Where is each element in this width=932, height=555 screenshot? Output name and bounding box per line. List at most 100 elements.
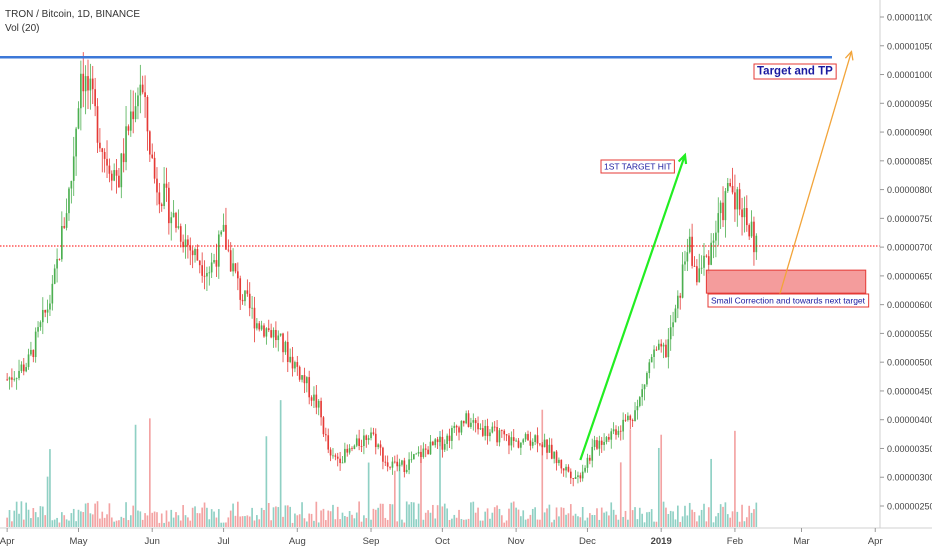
volume-bar: [627, 519, 629, 527]
candle-body: [465, 413, 467, 424]
price-tick-label: 0.00000250: [887, 502, 932, 512]
volume-bar: [75, 521, 77, 527]
volume-bar: [374, 509, 377, 527]
volume-bar: [22, 519, 25, 527]
volume-bar: [646, 512, 648, 527]
volume-bar: [745, 517, 748, 527]
candle-body: [417, 451, 420, 454]
volume-bar: [591, 514, 594, 527]
candle-body: [91, 78, 94, 90]
volume-bar: [298, 514, 301, 527]
candle-body: [353, 445, 356, 450]
volume-bar: [208, 519, 211, 527]
time-tick-label: Feb: [727, 536, 743, 547]
volume-bar: [91, 514, 94, 527]
volume-bar: [691, 509, 693, 527]
volume-bar: [413, 502, 415, 527]
volume-bar: [612, 509, 615, 527]
candle-body: [196, 249, 199, 261]
candle-body: [405, 469, 408, 473]
volume-bar: [63, 515, 66, 527]
candle-body: [227, 249, 230, 251]
candle-body: [58, 259, 61, 260]
candle-body: [462, 420, 465, 424]
volume-bar: [617, 519, 620, 527]
candle-body: [11, 377, 13, 380]
candle-body: [118, 175, 120, 188]
volume-bar: [581, 507, 584, 527]
volume-bar: [624, 510, 627, 527]
candle-body: [141, 84, 144, 93]
time-tick-label: Nov: [508, 536, 525, 547]
volume-bar: [546, 508, 548, 527]
volume-bar: [101, 511, 104, 527]
candle-body: [182, 241, 184, 248]
volume-bar: [158, 522, 161, 527]
time-tick-label: Sep: [363, 536, 380, 547]
candle-body: [18, 370, 20, 379]
volume-bar: [210, 509, 213, 527]
candle-body: [589, 457, 591, 461]
candle-body: [700, 267, 703, 269]
volume-bar: [20, 501, 23, 527]
candle-body: [501, 430, 503, 432]
volume-bar: [70, 513, 73, 527]
candle-body: [598, 440, 601, 449]
candle-body: [377, 444, 379, 448]
volume-bar: [703, 503, 705, 527]
candle-body: [596, 440, 598, 449]
candle-body: [303, 375, 306, 384]
volume-bar: [25, 502, 27, 527]
volume-bar: [217, 509, 220, 527]
candle-body: [365, 435, 368, 440]
volume-bar: [382, 503, 384, 527]
volume-bar: [303, 518, 306, 527]
volume-bar: [234, 515, 237, 527]
volume-bar: [470, 502, 472, 527]
volume-bar: [286, 505, 289, 527]
volume-bar: [667, 513, 670, 527]
volume-bar: [491, 512, 494, 527]
volume-bar: [634, 507, 636, 527]
volume-bar: [184, 515, 187, 527]
candle-body: [265, 328, 268, 337]
price-tick-label: 0.00000300: [887, 473, 932, 483]
volume-bar: [465, 519, 467, 527]
volume-bar: [317, 522, 320, 527]
volume-bar: [717, 512, 720, 527]
volume-bar: [44, 515, 47, 527]
candle-body: [451, 428, 453, 441]
candle-body: [351, 448, 353, 450]
candle-body: [44, 309, 47, 313]
volume-bar: [455, 517, 458, 527]
candle-body: [215, 260, 218, 267]
candle-body: [467, 413, 470, 427]
price-tick-label: 0.00000900: [887, 128, 932, 138]
symbol-title: TRON / Bitcoin, 1D, BINANCE: [5, 9, 141, 20]
volume-bar: [710, 458, 712, 527]
candle-body: [239, 278, 242, 300]
candle-body: [443, 443, 446, 450]
volume-bar: [246, 515, 249, 527]
candle-body: [237, 271, 239, 279]
volume-bar: [146, 515, 149, 527]
candle-body: [132, 111, 135, 120]
price-tick-label: 0.00000500: [887, 358, 932, 368]
volume-bar: [396, 521, 399, 527]
candle-body: [748, 225, 751, 237]
volume-bar: [467, 518, 470, 527]
candle-body: [477, 423, 479, 430]
volume-bar: [384, 517, 387, 527]
price-tick-label: 0.00000800: [887, 185, 932, 195]
candle-body: [657, 343, 660, 350]
volume-bar: [443, 503, 446, 527]
volume-bar: [543, 512, 546, 527]
candle-body: [386, 462, 389, 467]
volume-bar: [265, 436, 268, 527]
candle-body: [669, 327, 672, 340]
candle-body: [486, 425, 489, 437]
candle-body: [191, 250, 194, 256]
volume-bar: [738, 521, 741, 527]
